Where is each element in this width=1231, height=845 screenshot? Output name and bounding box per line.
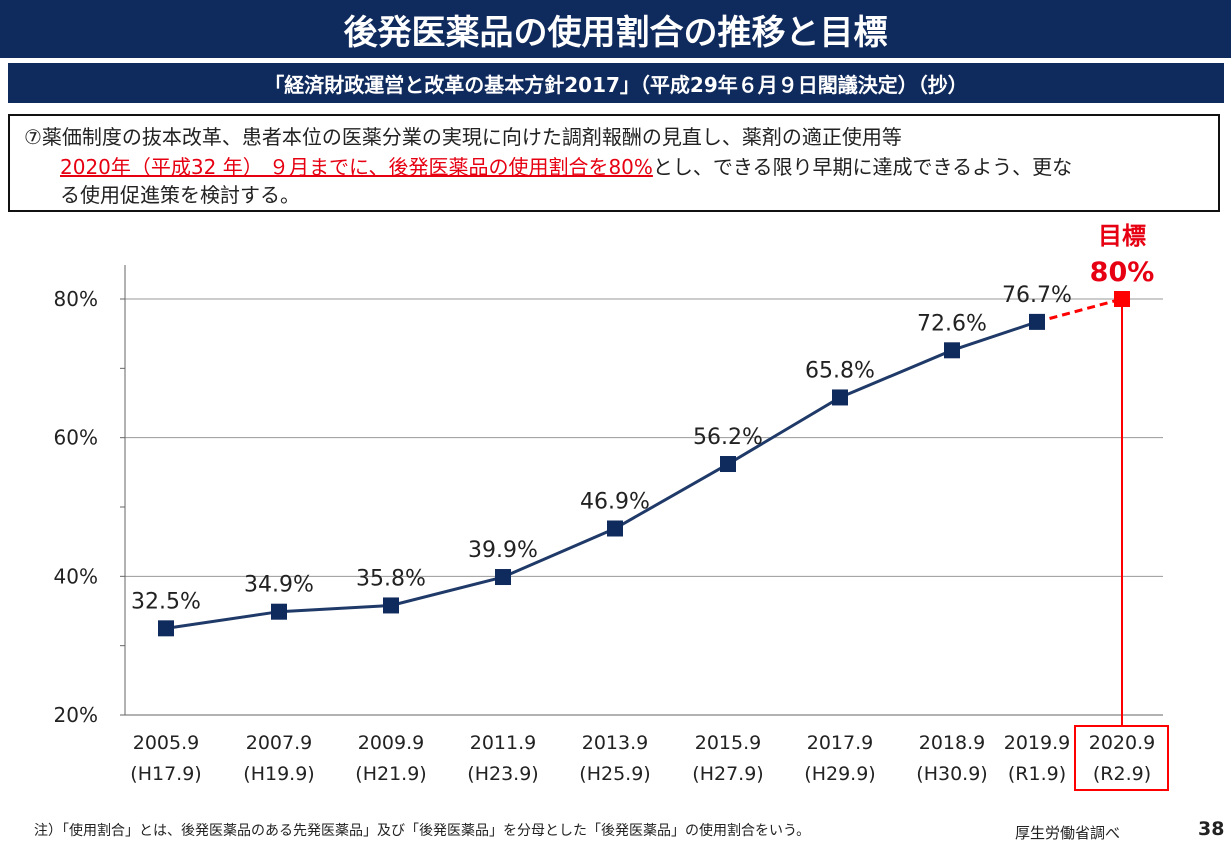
chart-axes	[120, 265, 1163, 716]
data-label: 46.9%	[580, 489, 650, 514]
page-subtitle: 「経済財政運営と改革の基本方針2017」（平成29年６月９日閣議決定）（抄）	[8, 63, 1224, 103]
x-tick-label: 2005.9	[133, 732, 199, 754]
chart-series	[158, 313, 1045, 637]
data-label: 76.7%	[1002, 283, 1072, 308]
x-tick-sublabel: (H29.9)	[804, 763, 875, 785]
x-tick-sublabel: (H27.9)	[692, 763, 763, 785]
y-tick-label: 40%	[54, 564, 98, 588]
data-label: 56.2%	[693, 425, 763, 450]
data-label: 65.8%	[805, 358, 875, 383]
x-tick-sublabel: (H30.9)	[916, 763, 987, 785]
data-point-marker	[832, 389, 848, 406]
target-category-box	[1074, 725, 1169, 791]
x-tick-sublabel: (H23.9)	[467, 763, 538, 785]
data-point-marker	[383, 597, 399, 614]
data-label: 34.9%	[244, 573, 314, 598]
source-credit: 厚生労働省調べ	[1015, 824, 1121, 842]
x-tick-sublabel: (H21.9)	[355, 763, 426, 785]
x-tick-sublabel: (H17.9)	[130, 763, 201, 785]
x-tick-label: 2015.9	[695, 732, 761, 754]
policy-target-highlight: 2020年（平成32 年） ９月までに、後発医薬品の使用割合を80%	[60, 155, 653, 179]
x-tick-label: 2019.9	[1004, 732, 1070, 754]
data-point-marker	[720, 456, 736, 473]
x-tick-sublabel: (H19.9)	[243, 763, 314, 785]
x-tick-label: 2013.9	[582, 732, 648, 754]
data-label: 72.6%	[917, 311, 987, 336]
chart-target-annotation: 目標 80%	[1036, 222, 1169, 791]
policy-line-2-rest: とし、できる限り早期に達成できるよう、更な	[652, 155, 1073, 179]
page-subtitle-text: 「経済財政運営と改革の基本方針2017」（平成29年６月９日閣議決定）（抄）	[264, 72, 968, 97]
data-point-marker	[1029, 313, 1045, 330]
page-number: 38	[1198, 818, 1225, 840]
data-label: 39.9%	[468, 538, 538, 563]
target-dashed-line	[1036, 297, 1123, 324]
x-tick-label: 2018.9	[919, 732, 985, 754]
policy-line-1: ⑦薬価制度の抜本改革、患者本位の医薬分業の実現に向けた調剤報酬の見直し、薬剤の適…	[24, 125, 902, 149]
footnote: 注）「使用割合」とは、後発医薬品のある先発医薬品」及び「後発医薬品」を分母とした…	[34, 823, 811, 839]
data-point-marker	[271, 603, 287, 620]
x-tick-sublabel: (H25.9)	[579, 763, 650, 785]
target-marker	[1114, 291, 1130, 307]
data-label: 32.5%	[131, 589, 201, 614]
y-tick-label: 60%	[54, 426, 98, 450]
x-tick-label: 2020.9	[1089, 732, 1155, 754]
x-tick-label: 2011.9	[470, 732, 536, 754]
data-point-marker	[495, 569, 511, 586]
page-title: 後発医薬品の使用割合の推移と目標	[0, 0, 1231, 58]
y-tick-label: 20%	[54, 703, 98, 727]
target-label-top: 目標	[1098, 222, 1146, 250]
target-label-value: 80%	[1090, 257, 1155, 288]
data-label: 35.8%	[356, 566, 426, 591]
x-tick-label: 2007.9	[246, 732, 312, 754]
chart-gridlines	[125, 298, 1163, 577]
chart-labels: 20% 40% 60% 80% 2005.9 (H17.9) 2007.9 (H19.9) 20…	[54, 283, 1156, 785]
x-tick-sublabel: (R2.9)	[1093, 763, 1151, 785]
data-point-marker	[607, 520, 623, 537]
page-title-text: 後発医薬品の使用割合の推移と目標	[343, 12, 888, 53]
data-point-marker	[158, 620, 174, 637]
x-tick-label: 2009.9	[358, 732, 424, 754]
policy-quote-box: ⑦薬価制度の抜本改革、患者本位の医薬分業の実現に向けた調剤報酬の見直し、薬剤の適…	[8, 114, 1220, 212]
x-tick-sublabel: (R1.9)	[1008, 763, 1066, 785]
policy-line-2: 2020年（平成32 年） ９月までに、後発医薬品の使用割合を80%とし、できる…	[24, 152, 1206, 182]
y-tick-label: 80%	[54, 287, 98, 311]
policy-line-3: る使用促進策を検討する。	[60, 183, 300, 207]
data-point-marker	[944, 342, 960, 359]
x-tick-label: 2017.9	[807, 732, 873, 754]
